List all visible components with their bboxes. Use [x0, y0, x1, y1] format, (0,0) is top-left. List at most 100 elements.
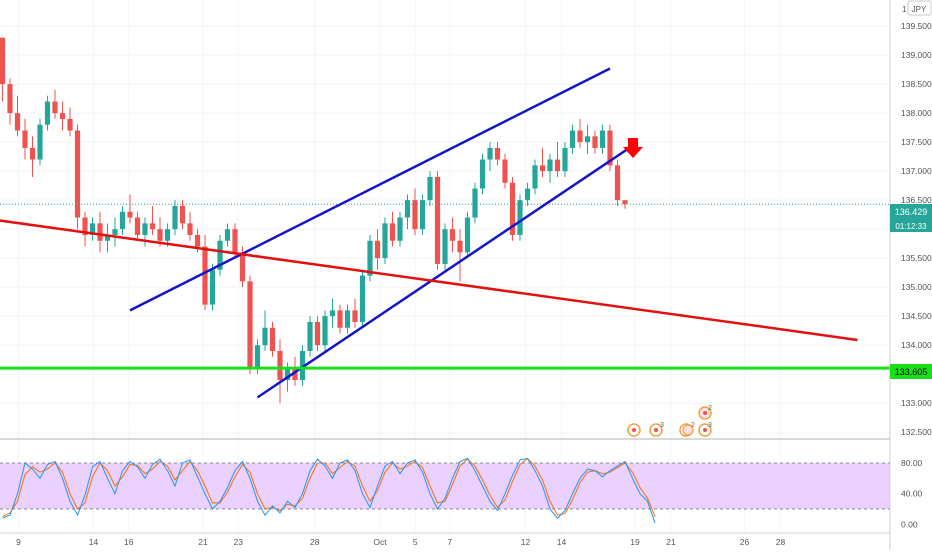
price-tick-label: 137.500 — [901, 137, 932, 147]
price-tick-label: 139.500 — [901, 21, 932, 31]
time-tick-label: 14 — [89, 537, 99, 547]
candle-body — [322, 316, 328, 346]
candle-body — [194, 234, 201, 247]
candle-body — [329, 310, 336, 317]
candle-body — [412, 200, 418, 230]
event-count: 2 — [691, 422, 695, 429]
event-markers[interactable]: 3 2 2 3 — [627, 405, 712, 437]
candle-body — [569, 130, 576, 148]
current-price-badge: 136.429 — [890, 204, 932, 219]
countdown-badge: 01:12:33 — [890, 219, 932, 232]
candle-body — [247, 281, 253, 369]
candle-body — [614, 165, 621, 201]
candle-body — [217, 240, 223, 270]
price-tick-label: 132.500 — [901, 427, 932, 437]
header-small-text: 1 — [902, 5, 907, 14]
time-tick-label: 21 — [666, 537, 676, 547]
candle-body — [112, 229, 118, 235]
candle-body — [97, 223, 103, 241]
candle-body — [292, 368, 298, 380]
candle-body — [517, 200, 523, 235]
event-marker[interactable]: 2 — [682, 422, 695, 436]
event-count: 3 — [660, 422, 664, 429]
price-tick-label: 135.000 — [901, 282, 932, 292]
candle-body — [577, 130, 583, 143]
candle-body — [502, 159, 508, 183]
support-price: 133.605 — [895, 367, 928, 377]
candle-body — [359, 275, 366, 322]
candle-body — [434, 176, 441, 264]
candle-body — [179, 205, 186, 224]
candle-body — [22, 130, 28, 148]
candle-body — [127, 211, 133, 218]
stoch-tick-label: 40.00 — [901, 489, 923, 499]
candle-body — [239, 252, 246, 282]
time-tick-label: 23 — [234, 537, 244, 547]
price-tick-label: 139.000 — [901, 50, 932, 60]
candle-body — [59, 113, 66, 119]
candle-body — [142, 223, 148, 235]
candle-body — [254, 345, 261, 369]
candle-body — [157, 229, 163, 241]
grid-lines — [0, 25, 890, 433]
candle-body — [119, 211, 126, 230]
time-tick-label: 14 — [557, 537, 567, 547]
candle-body — [67, 118, 73, 131]
price-tick-label: 138.500 — [901, 79, 932, 89]
price-tick-label: 137.000 — [901, 166, 932, 176]
candle-body — [547, 159, 553, 172]
candle-body — [337, 310, 343, 328]
candle-body — [554, 159, 561, 172]
trend-line — [0, 219, 858, 342]
candle-body — [44, 101, 51, 125]
time-tick-label: 19 — [630, 537, 640, 547]
event-count: 2 — [708, 405, 712, 412]
candle-body — [224, 229, 231, 241]
event-marker[interactable]: 3 — [698, 422, 712, 437]
time-tick-label: 28 — [310, 537, 320, 547]
down-arrow-icon — [623, 138, 643, 158]
channel-line-lower — [256, 142, 637, 399]
price-tick-label: 135.500 — [901, 253, 932, 263]
candle-body — [449, 229, 456, 241]
candlesticks — [0, 37, 628, 404]
candle-body — [382, 223, 388, 259]
event-marker[interactable] — [627, 423, 641, 437]
price-tick-label: 134.000 — [901, 340, 932, 350]
candle-body — [172, 205, 178, 230]
time-tick-label: 16 — [124, 537, 134, 547]
stoch-k-line — [2, 457, 656, 523]
candle-body — [74, 130, 81, 218]
time-tick-label: 9 — [16, 537, 21, 547]
candle-body — [277, 350, 283, 380]
stoch-band — [0, 463, 890, 509]
candle-body — [104, 234, 111, 241]
time-tick-label: 26 — [740, 537, 750, 547]
candle-body — [314, 321, 321, 346]
candle-body — [202, 246, 208, 305]
candle-body — [344, 310, 351, 328]
countdown-timer: 01:12:33 — [895, 222, 927, 231]
candle-body — [232, 229, 238, 253]
currency-badge[interactable]: JPY — [907, 0, 932, 16]
drawings — [0, 67, 890, 399]
candle-body — [404, 200, 411, 218]
price-tick-label: 138.000 — [901, 108, 932, 118]
candle-body — [134, 217, 141, 235]
candle-body — [82, 217, 88, 235]
candle-body — [284, 368, 291, 380]
event-marker[interactable]: 3 — [649, 422, 664, 437]
candle-body — [487, 147, 493, 160]
time-tick-label: 28 — [776, 537, 786, 547]
time-tick-label: 21 — [198, 537, 208, 547]
candle-body — [479, 159, 486, 189]
candle-body — [89, 223, 96, 235]
candle-body — [262, 327, 268, 346]
candle-body — [7, 84, 13, 114]
stoch-d-line — [2, 457, 656, 518]
candle-body — [352, 310, 358, 322]
event-marker[interactable]: 2 — [698, 405, 712, 420]
